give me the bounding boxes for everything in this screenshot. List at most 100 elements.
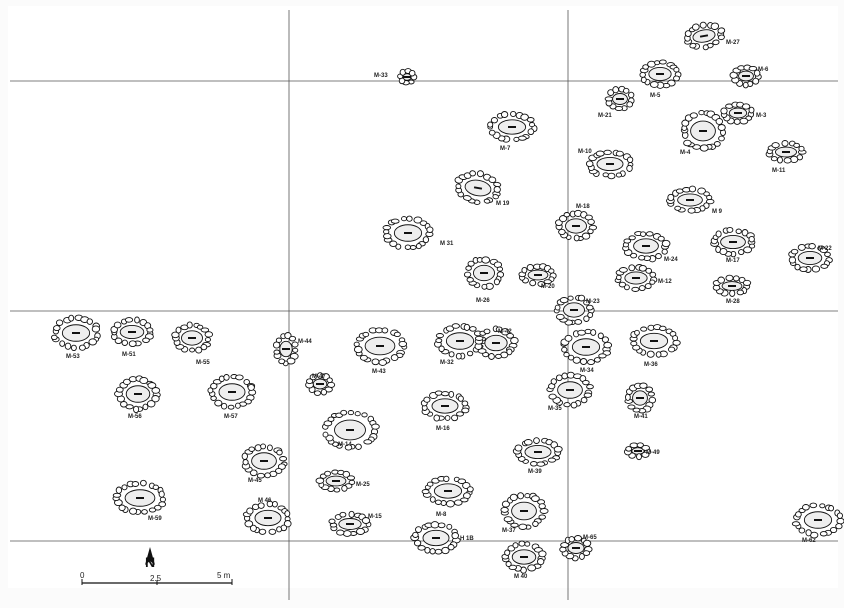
stone xyxy=(717,276,725,284)
stone xyxy=(583,392,592,398)
stone xyxy=(129,507,138,515)
structure-marker xyxy=(642,245,650,247)
stone xyxy=(781,140,789,147)
stone xyxy=(735,228,742,235)
structure-m24 xyxy=(622,231,671,263)
structure-m21 xyxy=(604,85,635,112)
stone xyxy=(587,359,595,366)
structure-label-m59: M-59 xyxy=(148,516,162,522)
stone xyxy=(142,337,150,344)
stone xyxy=(570,401,578,409)
stone xyxy=(195,346,203,354)
stone xyxy=(625,393,631,401)
stone xyxy=(713,141,721,147)
stone xyxy=(820,263,829,269)
structure-m45 xyxy=(241,443,288,479)
structure-m33 xyxy=(397,68,418,86)
stone xyxy=(615,150,624,157)
structure-marker xyxy=(572,547,580,549)
stone xyxy=(333,487,341,493)
scale-label-zero: 0 xyxy=(80,571,85,580)
stone xyxy=(455,183,462,190)
stone xyxy=(275,467,283,474)
stone xyxy=(487,121,494,128)
structure-marker xyxy=(686,199,694,201)
structure-m53 xyxy=(50,314,101,352)
stone xyxy=(148,507,157,513)
structure-label-m23: M-23 xyxy=(586,299,600,305)
structure-label-m19: M 19 xyxy=(496,201,510,207)
stone xyxy=(313,390,322,396)
stone xyxy=(462,195,472,201)
structure-label-m35: M-35 xyxy=(548,406,562,412)
stone xyxy=(488,129,496,136)
stone xyxy=(435,333,444,339)
structure-m65 xyxy=(559,535,593,562)
stone xyxy=(667,193,675,202)
stone xyxy=(640,231,647,237)
stone xyxy=(573,234,580,242)
stone xyxy=(828,505,835,512)
stone xyxy=(717,27,726,34)
structure-marker xyxy=(656,73,664,75)
stone xyxy=(456,411,464,417)
structure-marker xyxy=(134,393,142,395)
structures-layer: M-27 M-6 M-5 M-33 M-21 M-3 M-7 M-4 M-10 M-11 M 19 M… xyxy=(50,21,844,580)
stone xyxy=(279,456,288,462)
structure-m41 xyxy=(624,382,657,414)
structure-marker xyxy=(806,257,814,259)
stone xyxy=(615,274,622,281)
structure-marker xyxy=(376,345,384,347)
stone xyxy=(455,352,462,360)
stone xyxy=(736,289,744,296)
structure-label-m41: M-41 xyxy=(634,414,648,420)
structure-label-m5: M-5 xyxy=(650,93,661,99)
stone xyxy=(627,404,636,410)
stone xyxy=(749,243,756,249)
stone xyxy=(506,348,513,356)
stone xyxy=(530,461,538,467)
stone xyxy=(790,248,799,255)
stone xyxy=(381,327,389,334)
stone xyxy=(550,378,557,385)
structure-marker xyxy=(473,186,483,190)
structure-m23 xyxy=(553,294,595,326)
stone xyxy=(630,340,638,347)
stone xyxy=(702,44,709,51)
stone xyxy=(805,529,812,537)
stone xyxy=(320,388,328,396)
structure-label-m26: M-26 xyxy=(476,298,490,304)
stone xyxy=(50,334,58,341)
structure-marker xyxy=(403,76,411,78)
stone xyxy=(326,377,333,384)
stone xyxy=(361,517,371,524)
stone xyxy=(235,374,244,381)
stone xyxy=(347,410,355,416)
stone xyxy=(649,271,657,278)
stone xyxy=(466,486,474,493)
stone xyxy=(673,66,680,73)
stone xyxy=(568,354,575,361)
stone xyxy=(559,297,569,304)
stone xyxy=(645,267,653,274)
stone xyxy=(426,226,434,233)
stone xyxy=(581,232,591,240)
stone xyxy=(572,356,581,364)
north-arrow-letter: N xyxy=(145,554,155,570)
structure-label-m57: M-57 xyxy=(224,414,238,420)
stone xyxy=(175,326,182,334)
stone xyxy=(355,443,362,450)
stone xyxy=(688,185,697,193)
stone xyxy=(115,486,123,494)
stone xyxy=(139,376,149,385)
stone xyxy=(342,530,352,537)
stone xyxy=(408,69,416,77)
stone xyxy=(555,313,565,320)
stone xyxy=(742,279,752,286)
stone xyxy=(518,540,526,547)
stone xyxy=(582,539,592,547)
stone xyxy=(434,499,442,505)
stone xyxy=(706,194,713,201)
structure-label-m28: M-28 xyxy=(726,299,740,305)
stone xyxy=(398,340,408,348)
